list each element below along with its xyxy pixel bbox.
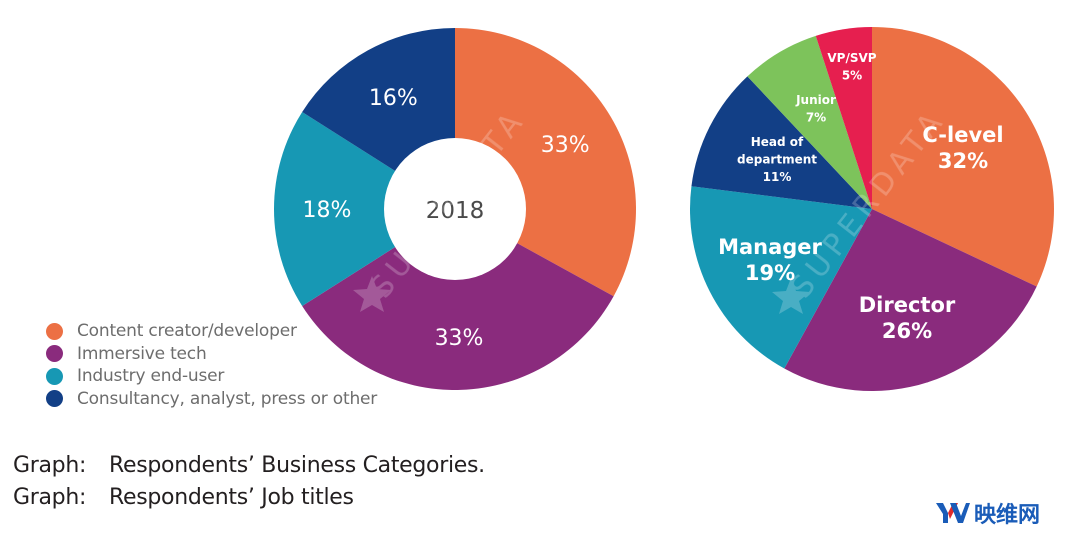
pie-data-label: 26%	[882, 319, 932, 343]
legend-item: Consultancy, analyst, press or other	[46, 388, 377, 411]
caption-business-categories: Graph: Respondents’ Business Categories.	[13, 453, 485, 478]
donut-slice-labels: 33% 33% 18% 16%	[303, 86, 590, 351]
caption-key: Graph:	[13, 453, 87, 478]
legend-item: Immersive tech	[46, 343, 377, 366]
legend-label: Content creator/developer	[77, 321, 297, 342]
brand-name: 映维网	[974, 503, 1041, 528]
legend-swatch	[46, 322, 63, 340]
pie-data-label: 11%	[763, 170, 792, 184]
pie-data-label: Manager	[718, 235, 822, 259]
caption-job-titles: Graph: Respondents’ Job titles	[13, 485, 354, 510]
caption-key: Graph:	[13, 485, 87, 510]
legend-item: Industry end-user	[46, 365, 377, 388]
yv-logo-icon	[936, 503, 970, 523]
pie-data-label: 7%	[806, 111, 826, 125]
pie-slice	[747, 35, 872, 209]
pie-data-label: department	[737, 153, 817, 167]
donut-legend: Content creator/developer Immersive tech…	[46, 320, 377, 410]
pie-data-label: C-level	[922, 123, 1003, 147]
caption-text: Respondents’ Job titles	[109, 485, 354, 510]
brand-logo: 映维网	[936, 497, 1040, 529]
pie-data-label: Junior	[795, 93, 836, 107]
watermark-star-icon	[353, 276, 391, 312]
pie-data-label: Director	[859, 293, 956, 317]
job-titles-pie	[689, 27, 1054, 391]
pie-slice	[689, 186, 872, 369]
caption-text: Respondents’ Business Categories.	[109, 453, 485, 478]
pie-slice	[691, 76, 872, 209]
legend-label: Consultancy, analyst, press or other	[77, 388, 378, 409]
legend-swatch	[46, 367, 63, 385]
watermark-star-icon	[772, 278, 810, 314]
donut-data-label: 33%	[541, 133, 590, 158]
donut-data-label: 16%	[369, 86, 418, 111]
pie-data-label: Head of	[751, 135, 804, 149]
donut-data-label: 18%	[303, 198, 352, 223]
pie-slice	[815, 27, 872, 209]
legend-label: Immersive tech	[77, 343, 207, 364]
pie-data-label: 5%	[842, 69, 862, 83]
legend-item: Content creator/developer	[46, 320, 377, 343]
legend-swatch	[46, 390, 63, 408]
donut-slice	[273, 112, 455, 306]
donut-slice	[302, 209, 614, 391]
pie-data-label: VP/SVP	[827, 51, 876, 65]
legend-swatch	[46, 345, 63, 363]
donut-center-label: 2018	[426, 198, 485, 224]
donut-hole	[384, 138, 526, 280]
pie-slice	[784, 209, 1037, 391]
pie-slice	[872, 27, 1054, 287]
pie-data-label: 32%	[938, 149, 988, 173]
legend-label: Industry end-user	[77, 366, 225, 387]
donut-data-label: 33%	[435, 326, 484, 351]
pie-data-label: 19%	[745, 261, 795, 285]
